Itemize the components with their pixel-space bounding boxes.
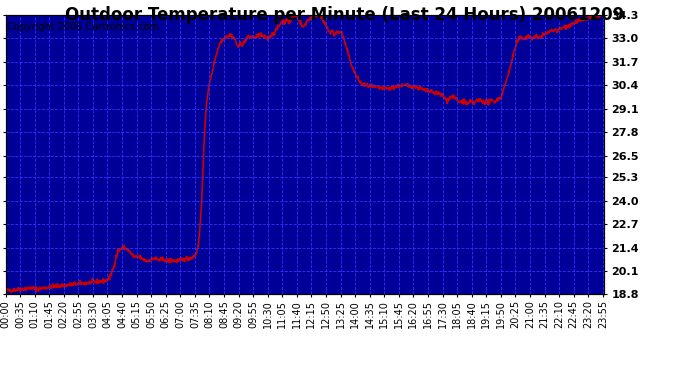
Text: Copyright 2006 Cartronics.com: Copyright 2006 Cartronics.com (8, 22, 159, 32)
Text: Outdoor Temperature per Minute (Last 24 Hours) 20061209: Outdoor Temperature per Minute (Last 24 … (66, 6, 624, 24)
